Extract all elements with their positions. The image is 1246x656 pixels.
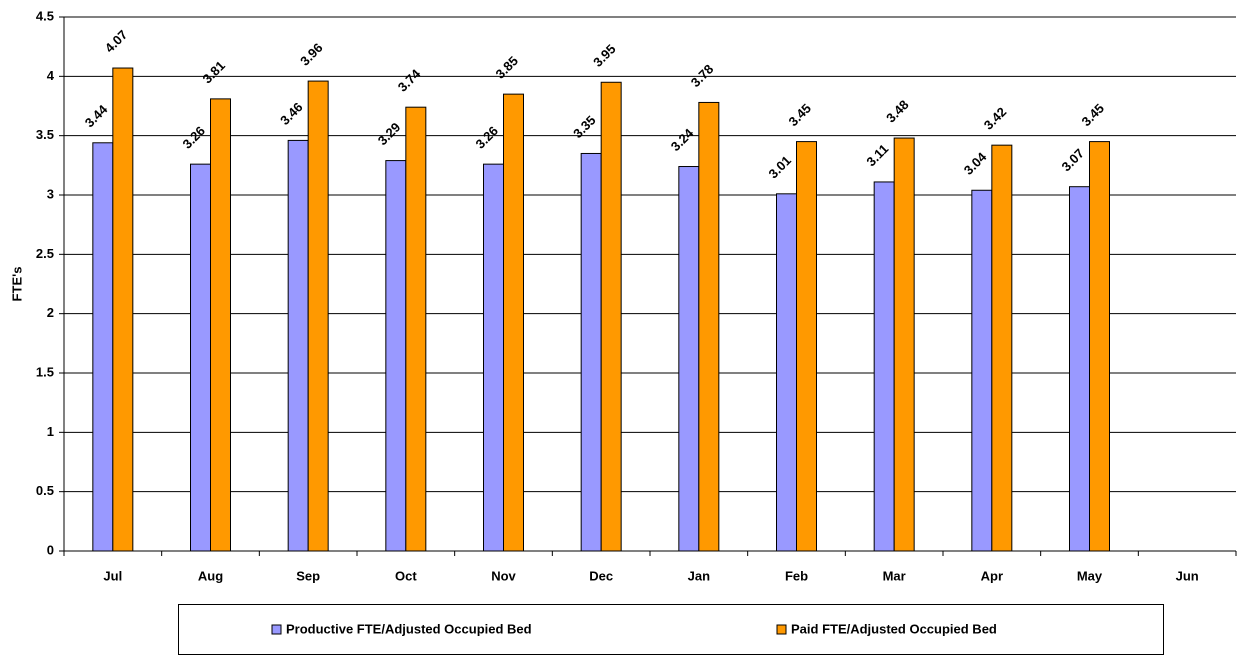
y-tick-label: 2 — [47, 305, 54, 320]
bar — [678, 166, 700, 552]
bar — [385, 160, 407, 552]
bar — [503, 93, 524, 552]
y-tick-label: 1 — [47, 424, 54, 439]
bar — [776, 193, 797, 552]
y-tick-label: 2.5 — [36, 246, 54, 261]
data-label: 3.01 — [765, 153, 794, 182]
bar — [1089, 141, 1110, 552]
data-label: 3.96 — [297, 40, 326, 69]
x-tick-label: Dec — [589, 568, 613, 583]
bar — [210, 98, 231, 552]
x-tick-label: Jul — [103, 568, 122, 583]
legend-swatch — [776, 624, 787, 635]
bar — [971, 189, 993, 552]
data-label: 4.07 — [102, 27, 131, 56]
legend-swatch — [271, 624, 282, 635]
data-label: 3.48 — [883, 97, 912, 126]
bar — [307, 80, 329, 552]
x-tick-label: Aug — [198, 568, 223, 583]
data-label: 3.29 — [375, 120, 404, 149]
data-label: 3.81 — [199, 58, 228, 87]
y-tick-label: 4 — [47, 68, 55, 83]
data-label: 3.35 — [570, 112, 599, 141]
data-label: 3.26 — [179, 123, 208, 152]
y-axis-label: FTE's — [9, 267, 24, 302]
y-tick-label: 1.5 — [36, 364, 54, 379]
x-tick-label: Feb — [785, 568, 808, 583]
x-tick-label: Sep — [296, 568, 320, 583]
bar — [873, 181, 895, 552]
data-label: 3.04 — [961, 149, 990, 178]
data-label: 3.95 — [590, 41, 619, 70]
legend-label: Paid FTE/Adjusted Occupied Bed — [791, 621, 997, 636]
legend-label: Productive FTE/Adjusted Occupied Bed — [286, 621, 532, 636]
x-tick-label: Nov — [491, 568, 516, 583]
bar — [112, 67, 134, 552]
x-tick-label: Apr — [981, 568, 1003, 583]
x-tick-label: May — [1077, 568, 1103, 583]
bar — [483, 163, 504, 552]
data-label: 3.44 — [82, 101, 111, 130]
data-label: 3.07 — [1058, 146, 1087, 175]
bar — [1069, 186, 1090, 552]
y-tick-label: 4.5 — [36, 8, 54, 23]
bar — [287, 139, 309, 552]
y-tick-label: 3.5 — [36, 127, 54, 142]
bar — [580, 152, 602, 552]
bar — [991, 144, 1013, 552]
bar — [405, 106, 427, 552]
x-tick-label: Mar — [883, 568, 906, 583]
data-label: 3.24 — [668, 125, 697, 154]
data-label: 3.42 — [981, 104, 1010, 133]
x-tick-label: Oct — [395, 568, 417, 583]
bar — [600, 81, 622, 552]
bar — [92, 142, 114, 552]
y-tick-label: 0 — [47, 542, 54, 557]
legend-box — [178, 604, 1164, 655]
data-label: 3.45 — [785, 101, 814, 130]
data-label: 3.26 — [472, 123, 501, 152]
data-label: 3.74 — [395, 66, 424, 95]
bar — [190, 163, 211, 552]
data-label: 3.78 — [688, 61, 717, 90]
bar — [893, 137, 915, 552]
data-label: 3.46 — [277, 99, 306, 128]
bar — [796, 141, 817, 552]
bar — [698, 101, 720, 552]
data-label: 3.11 — [863, 141, 891, 169]
data-label: 3.85 — [492, 53, 521, 82]
y-tick-label: 0.5 — [36, 483, 54, 498]
data-label: 3.45 — [1078, 101, 1107, 130]
y-tick-label: 3 — [47, 186, 54, 201]
x-tick-label: Jun — [1176, 568, 1199, 583]
x-tick-label: Jan — [688, 568, 710, 583]
